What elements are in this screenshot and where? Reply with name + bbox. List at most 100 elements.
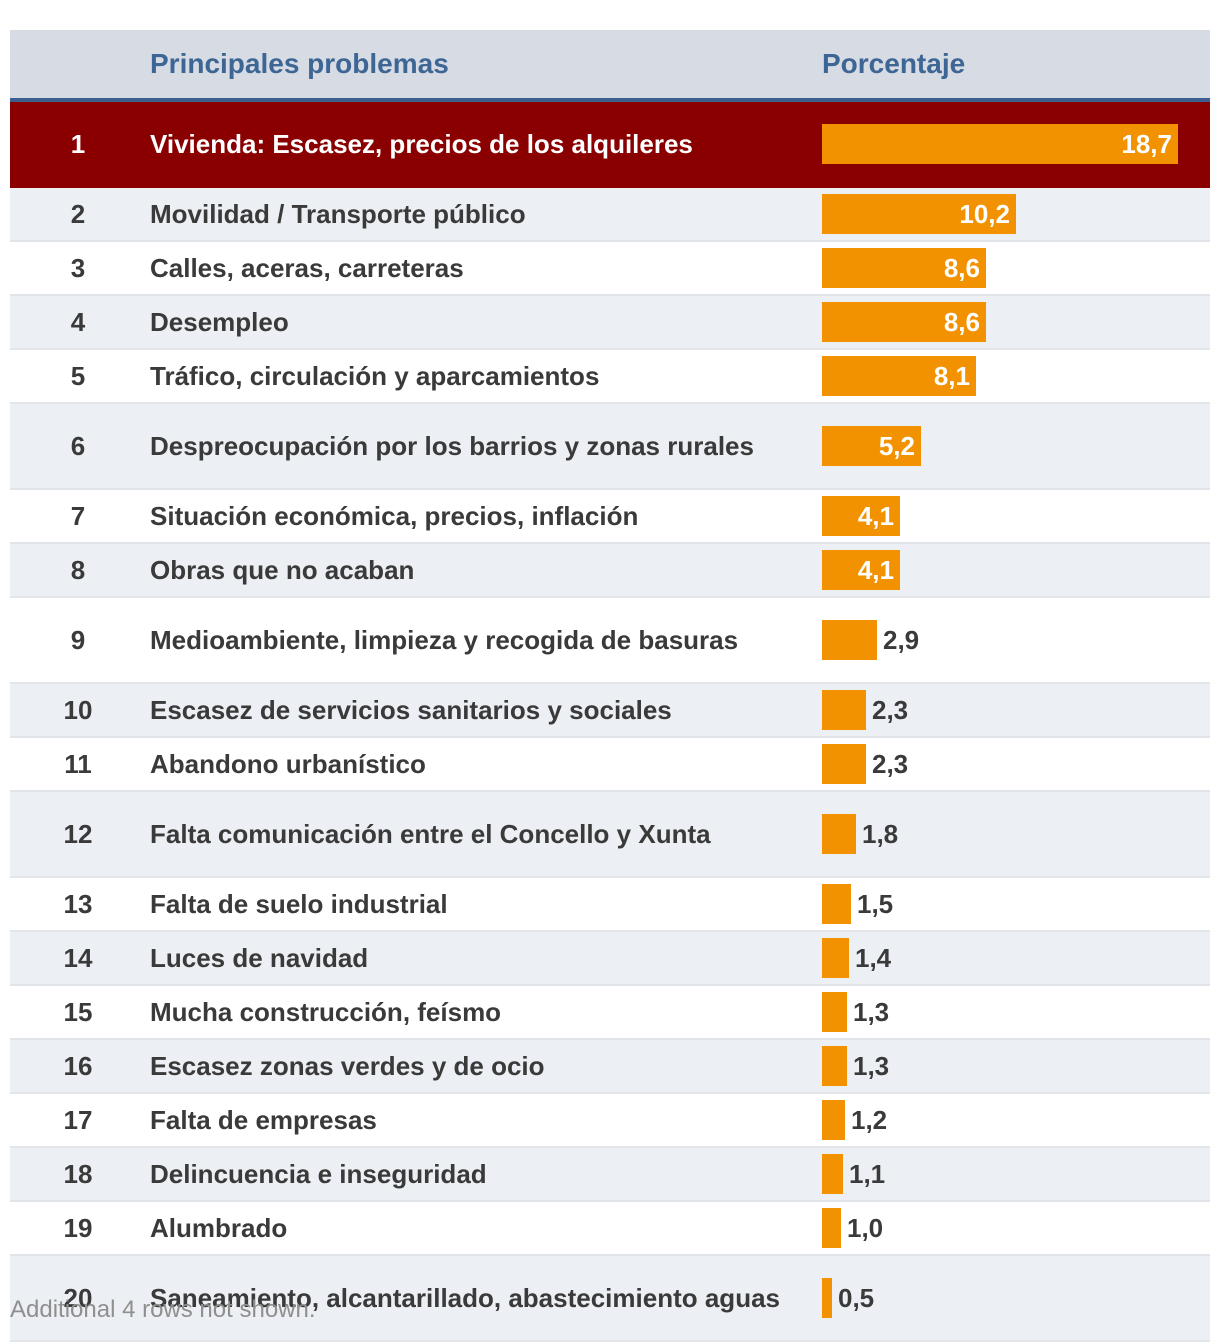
percent-bar (822, 1154, 843, 1194)
problem-label: Movilidad / Transporte público (150, 199, 526, 229)
problem-label: Escasez zonas verdes y de ocio (150, 1051, 545, 1081)
table-row: 11 Abandono urbanístico 2,3 (10, 738, 1210, 792)
table-row: 14 Luces de navidad 1,4 (10, 932, 1210, 986)
percent-value-label: 8,6 (943, 307, 980, 337)
problem-label: Saneamiento, alcantarillado, abastecimie… (150, 1283, 780, 1313)
percent-bar (822, 938, 849, 978)
bar-cell: 1,5 (822, 878, 1210, 930)
bar-cell: 8,6 (822, 296, 1210, 348)
table-row: 3 Calles, aceras, carreteras 8,6 (10, 242, 1210, 296)
bar-cell: 1,4 (822, 932, 1210, 984)
problem-label: Abandono urbanístico (150, 749, 426, 779)
table-row: 17 Falta de empresas 1,2 (10, 1094, 1210, 1148)
percent-value-label: 18,7 (1121, 129, 1172, 159)
rank-cell: 19 (63, 1212, 93, 1243)
percent-bar: 4,1 (822, 496, 900, 536)
percent-value-label: 1,1 (849, 1158, 886, 1189)
percent-value-label: 5,2 (878, 431, 915, 461)
bar-cell: 1,3 (822, 986, 1210, 1038)
percent-bar (822, 1208, 841, 1248)
problem-label: Medioambiente, limpieza y recogida de ba… (150, 625, 739, 655)
rank-cell: 20 (63, 1282, 93, 1313)
percent-bar (822, 884, 851, 924)
percent-bar: 4,1 (822, 550, 900, 590)
bar-cell: 8,6 (822, 242, 1210, 294)
table-row: 6 Despreocupación por los barrios y zonas… (10, 404, 1210, 490)
bar-cell: 4,1 (822, 490, 1210, 542)
problem-label: Falta de empresas (150, 1105, 377, 1135)
percent-value-label: 1,5 (857, 888, 894, 919)
bar-cell: 18,7 (822, 102, 1210, 186)
problem-label: Delincuencia e inseguridad (150, 1159, 487, 1189)
table-row: 16 Escasez zonas verdes y de ocio 1,3 (10, 1040, 1210, 1094)
problem-label: Despreocupación por los barrios y zonas … (150, 431, 754, 461)
rank-cell: 7 (70, 500, 86, 531)
problem-label: Obras que no acaban (150, 555, 415, 585)
percent-bar: 8,6 (822, 302, 986, 342)
percent-value-label: 1,3 (853, 1050, 890, 1081)
table-row: 13 Falta de suelo industrial 1,5 (10, 878, 1210, 932)
problem-label: Escasez de servicios sanitarios y social… (150, 695, 672, 725)
percent-bar: 8,1 (822, 356, 976, 396)
problem-column-header: Principales problemas (150, 48, 449, 79)
table-row: 4 Desempleo 8,6 (10, 296, 1210, 350)
table-row: 1 Vivienda: Escasez, precios de los alqui… (10, 102, 1210, 188)
percent-bar (822, 744, 866, 784)
problem-label: Vivienda: Escasez, precios de los alquil… (150, 129, 693, 159)
bar-cell: 5,2 (822, 404, 1210, 488)
rank-cell: 14 (63, 942, 93, 973)
percent-value-label: 2,9 (883, 624, 920, 655)
footnote: Additional 4 rows not shown. (10, 1296, 316, 1323)
bar-cell: 8,1 (822, 350, 1210, 402)
ranking-table: Principales problemas Porcentaje 1 Vivien… (10, 30, 1210, 1342)
problem-label: Desempleo (150, 307, 289, 337)
table-row: 2 Movilidad / Transporte público 10,2 (10, 188, 1210, 242)
bar-cell: 1,0 (822, 1202, 1210, 1254)
percent-value-label: 2,3 (872, 748, 909, 779)
bar-cell: 4,1 (822, 544, 1210, 596)
rank-cell: 9 (70, 624, 86, 655)
rank-cell: 6 (70, 430, 86, 461)
problem-label: Falta de suelo industrial (150, 889, 448, 919)
bar-cell: 2,3 (822, 738, 1210, 790)
percent-value-label: 4,1 (857, 555, 894, 585)
percent-bar (822, 690, 866, 730)
table-row: 19 Alumbrado 1,0 (10, 1202, 1210, 1256)
table-body: 1 Vivienda: Escasez, precios de los alqui… (10, 102, 1210, 1342)
problem-label: Tráfico, circulación y aparcamientos (150, 361, 600, 391)
table-row: 15 Mucha construcción, feísmo 1,3 (10, 986, 1210, 1040)
percent-value-label: 1,4 (855, 942, 892, 973)
table-row: 12 Falta comunicación entre el Concello y… (10, 792, 1210, 878)
rank-cell: 8 (70, 554, 86, 585)
percent-bar (822, 1278, 832, 1318)
percent-bar: 5,2 (822, 426, 921, 466)
percent-value-label: 10,2 (959, 199, 1010, 229)
percent-value-label: 2,3 (872, 694, 909, 725)
bar-cell: 1,3 (822, 1040, 1210, 1092)
rank-cell: 17 (63, 1104, 93, 1135)
rank-cell: 1 (70, 128, 86, 159)
rank-cell: 12 (63, 818, 93, 849)
problem-label: Situación económica, precios, inflación (150, 501, 639, 531)
percent-bar (822, 814, 856, 854)
bar-cell: 0,5 (822, 1256, 1210, 1340)
percent-column-header: Porcentaje (822, 48, 966, 79)
rank-column-header (10, 30, 146, 98)
percent-value-label: 1,3 (853, 996, 890, 1027)
percent-bar (822, 1046, 847, 1086)
table-row: 7 Situación económica, precios, inflación… (10, 490, 1210, 544)
problem-label: Calles, aceras, carreteras (150, 253, 464, 283)
table-row: 20 Saneamiento, alcantarillado, abastecim… (10, 1256, 1210, 1342)
percent-value-label: 4,1 (857, 501, 894, 531)
rank-cell: 18 (63, 1158, 93, 1189)
rank-cell: 4 (70, 306, 86, 337)
rank-cell: 2 (70, 198, 86, 229)
percent-value-label: 1,2 (851, 1104, 888, 1135)
rank-cell: 10 (63, 694, 93, 725)
problem-label: Falta comunicación entre el Concello y X… (150, 819, 711, 849)
table-row: 8 Obras que no acaban 4,1 (10, 544, 1210, 598)
problem-label: Alumbrado (150, 1213, 288, 1243)
table-row: 5 Tráfico, circulación y aparcamientos 8,1 (10, 350, 1210, 404)
percent-value-label: 1,8 (862, 818, 899, 849)
percent-bar: 10,2 (822, 194, 1016, 234)
